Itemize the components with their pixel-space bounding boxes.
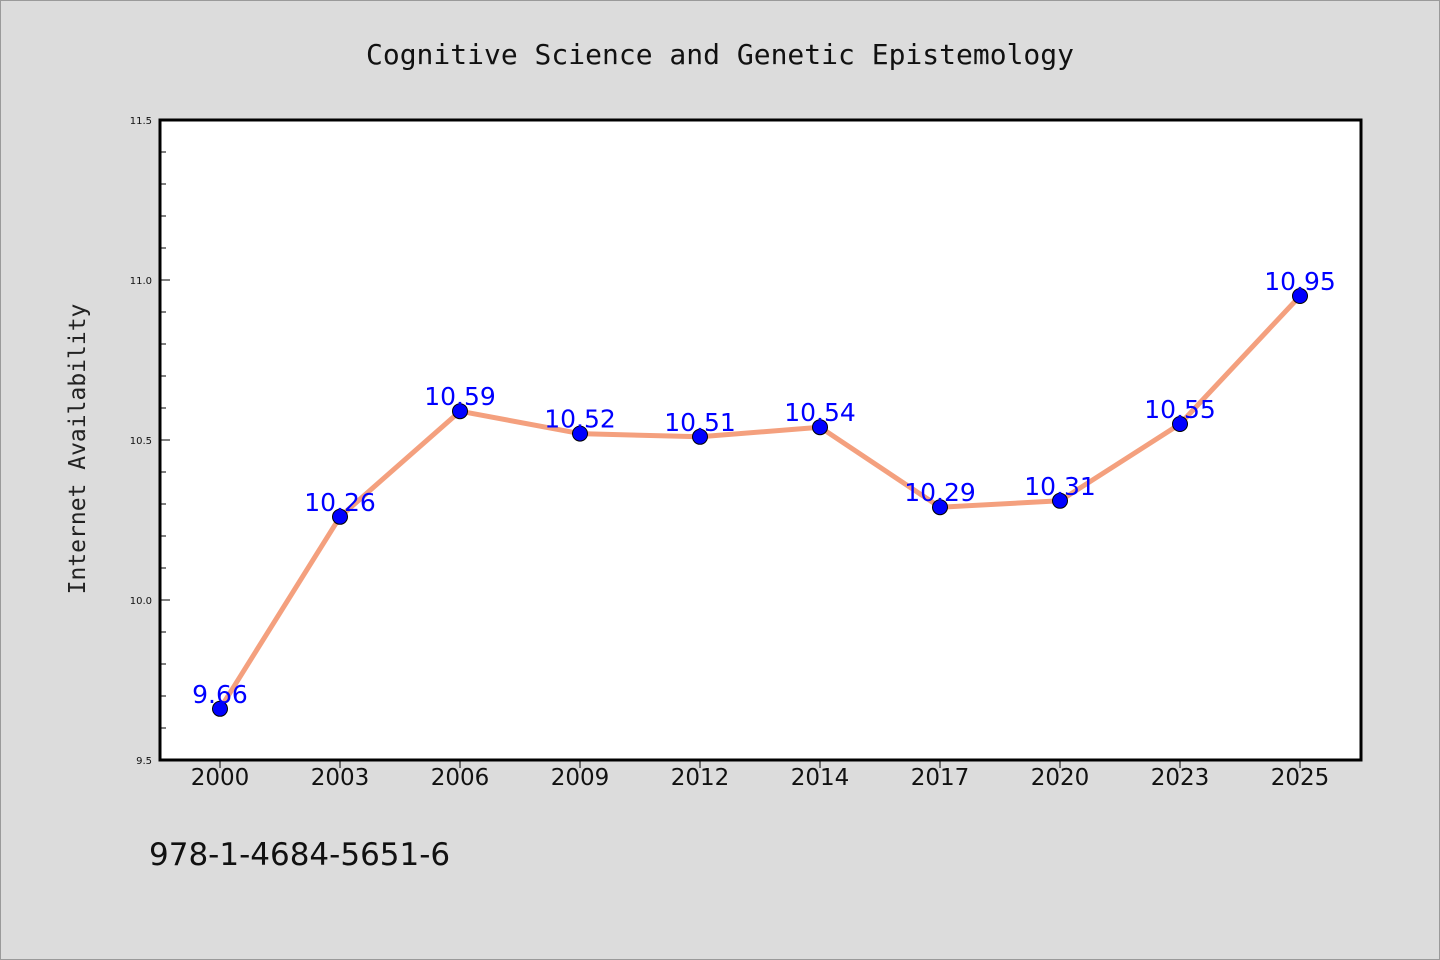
data-label: 10.51 xyxy=(664,408,736,437)
x-tick-label: 2020 xyxy=(1031,765,1090,791)
data-point xyxy=(212,700,228,717)
x-tick-label: 2000 xyxy=(191,765,250,791)
y-tick-label: 10.5 xyxy=(130,436,152,447)
series-line xyxy=(217,293,1303,712)
x-tick-label: 2009 xyxy=(551,765,610,791)
data-point xyxy=(1052,492,1068,509)
data-point xyxy=(452,403,468,420)
y-tick-label: 11.0 xyxy=(130,276,152,287)
data-label: 10.26 xyxy=(304,488,376,517)
data-label: 10.54 xyxy=(784,398,856,427)
series-markers xyxy=(212,288,1308,717)
data-label: 10.52 xyxy=(544,405,616,434)
data-point xyxy=(1172,416,1188,432)
x-tick-label: 2003 xyxy=(311,765,370,791)
data-label: 10.55 xyxy=(1144,395,1216,424)
data-point xyxy=(812,419,828,436)
data-label: 10.95 xyxy=(1264,267,1336,296)
chart-title: Cognitive Science and Genetic Epistemolo… xyxy=(366,38,1074,71)
data-label: 10.29 xyxy=(904,478,976,507)
x-tick-label: 2025 xyxy=(1271,765,1330,791)
y-tick-label: 10.0 xyxy=(130,596,152,607)
data-point xyxy=(572,425,588,442)
data-labels: 9.66 10.26 10.59 10.52 10.51 10.54 10.29 10.31 1… xyxy=(192,267,1336,709)
data-point xyxy=(332,508,348,525)
data-label: 9.66 xyxy=(192,680,248,709)
plot-area xyxy=(160,120,1361,760)
x-tick-label: 2012 xyxy=(671,765,730,791)
plot-frame xyxy=(158,118,1363,762)
x-tick-label: 2014 xyxy=(791,765,850,791)
x-axis-ticks: 2000 2003 2006 2009 2012 2014 2017 2020 2023 2025 xyxy=(191,760,1330,791)
x-tick-label: 2006 xyxy=(431,765,490,791)
data-point xyxy=(932,499,948,516)
y-axis-label: Internet Availability xyxy=(65,304,91,595)
data-point xyxy=(1292,288,1308,304)
data-label: 10.59 xyxy=(424,382,496,411)
x-tick-label: 2017 xyxy=(911,765,970,791)
data-label: 10.31 xyxy=(1024,472,1096,501)
x-tick-label: 2023 xyxy=(1151,765,1210,791)
data-point xyxy=(692,428,708,445)
y-tick-label: 9.5 xyxy=(136,756,152,767)
y-tick-label: 11.5 xyxy=(130,116,152,127)
isbn-footnote: 978-1-4684-5651-6 xyxy=(149,837,450,873)
